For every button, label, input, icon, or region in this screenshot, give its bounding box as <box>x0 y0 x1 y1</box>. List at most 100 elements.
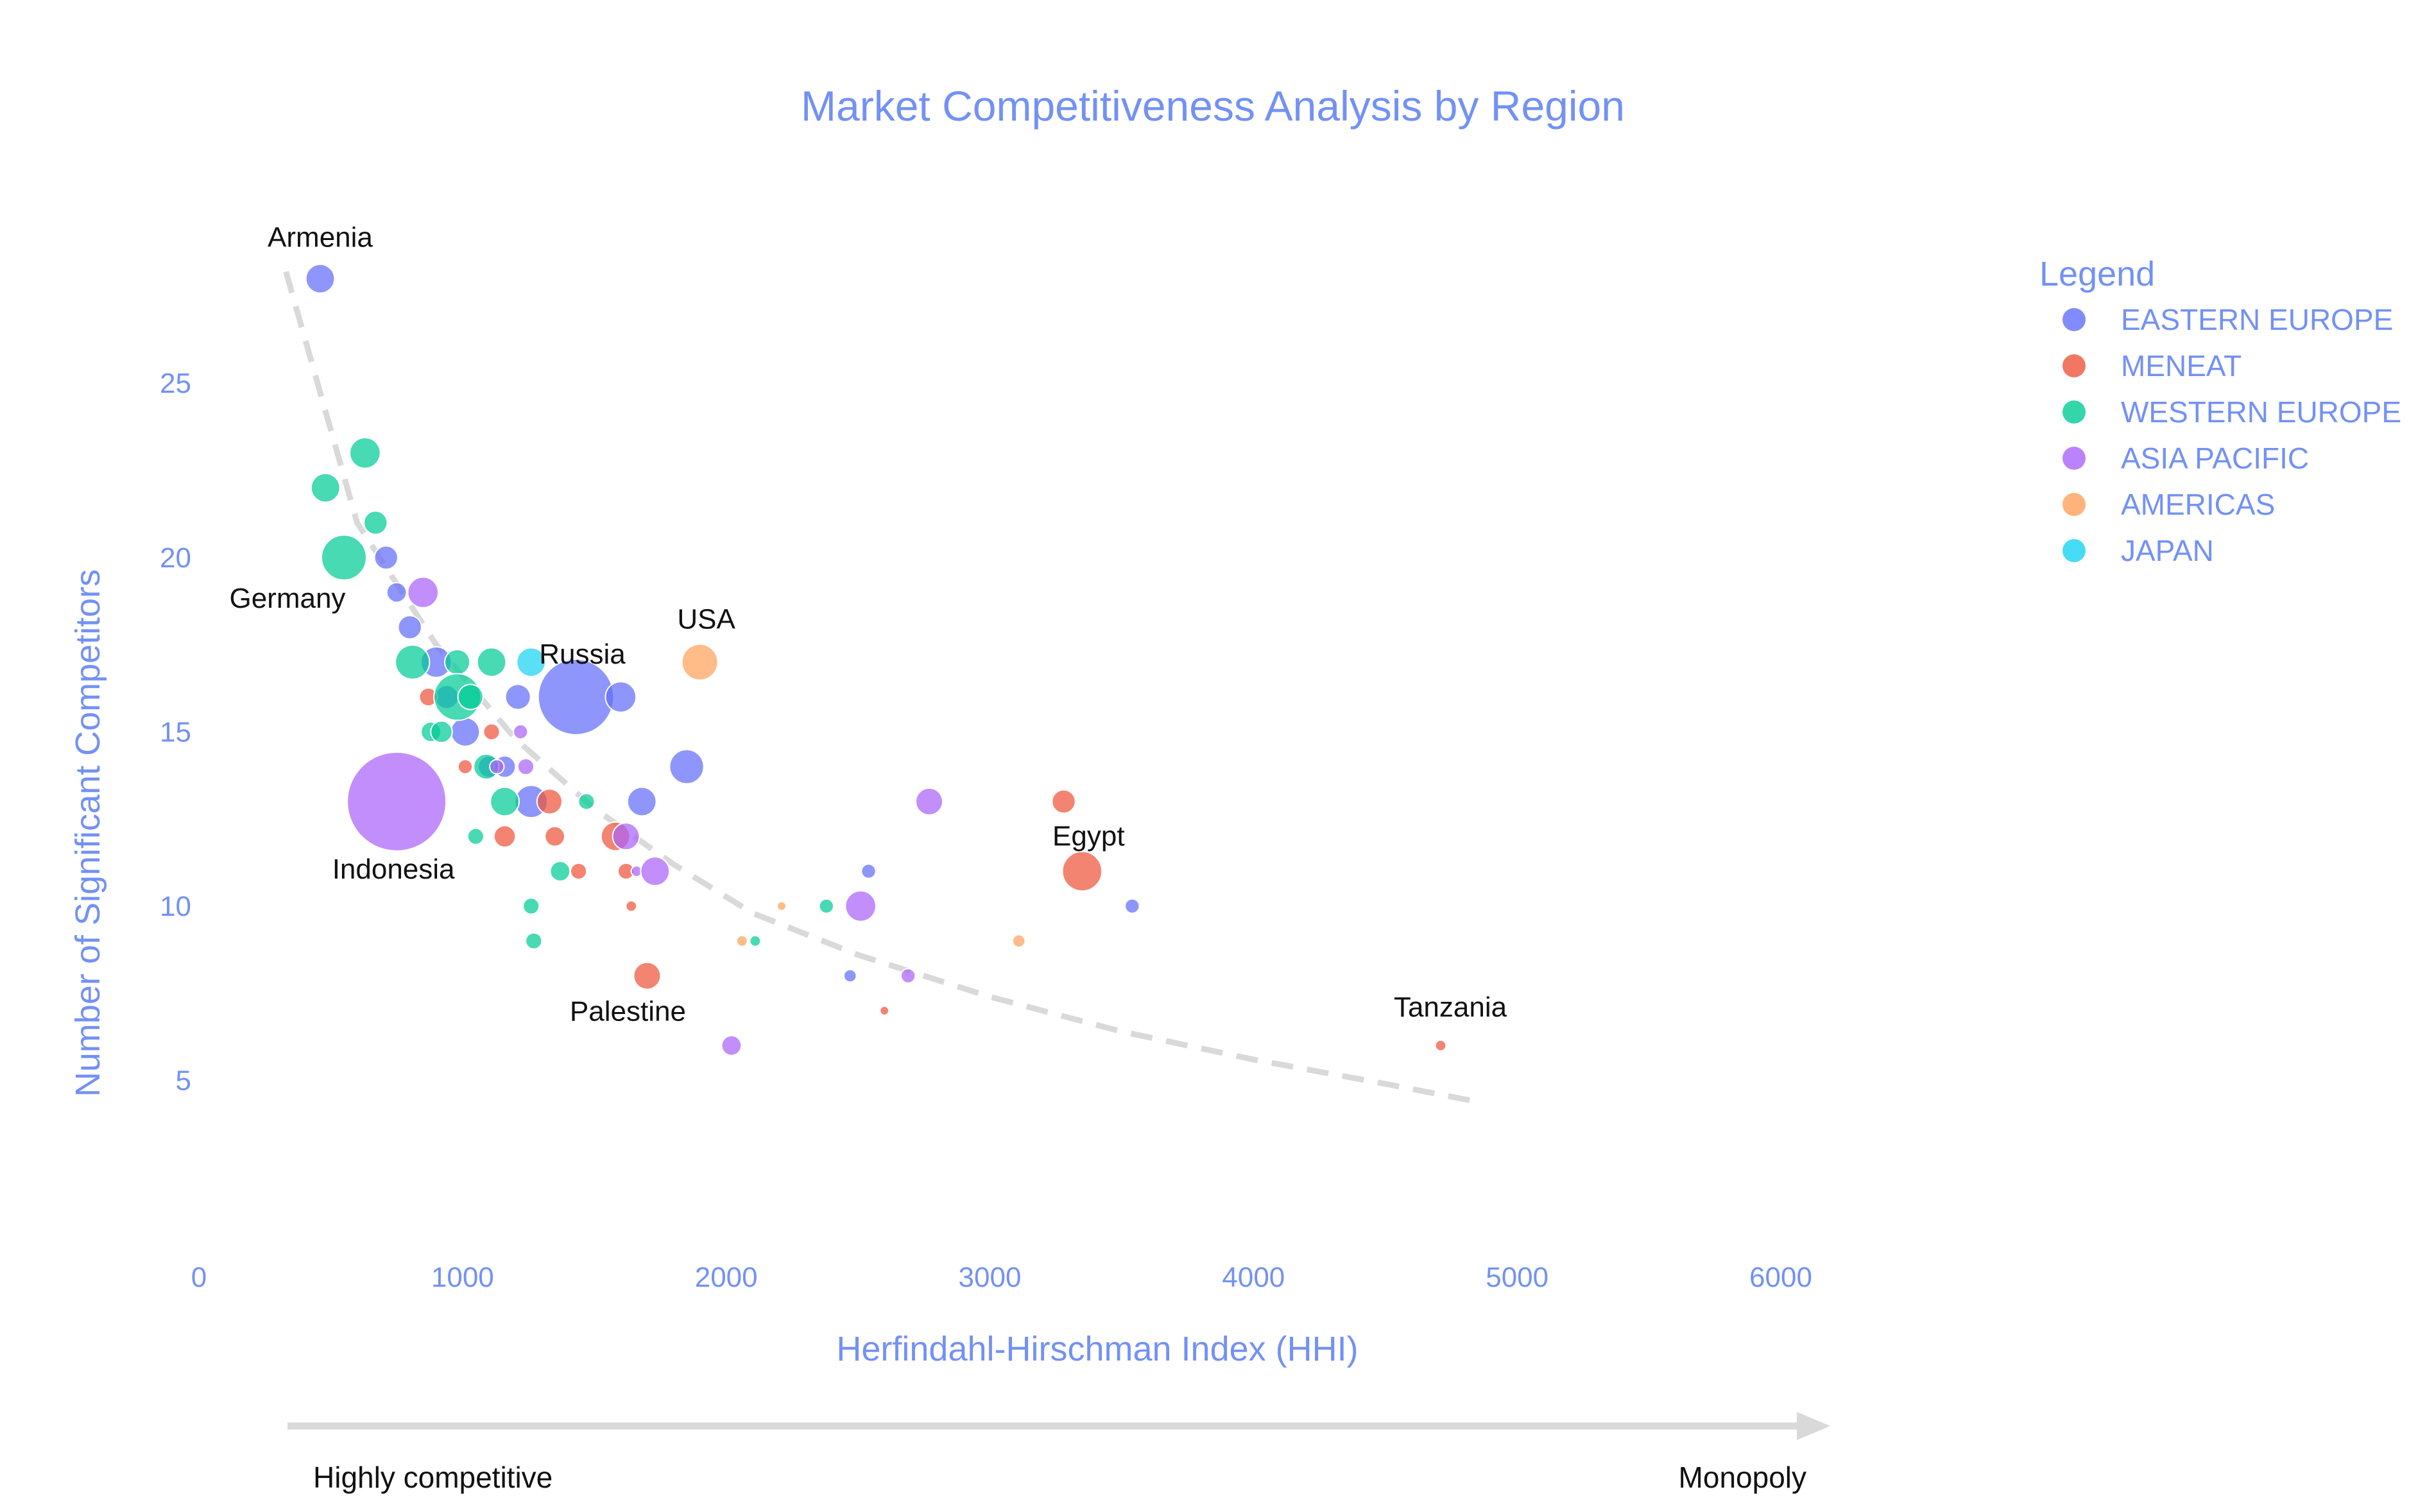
legend-marker <box>2062 539 2086 562</box>
data-point-meneat[interactable] <box>570 862 588 881</box>
legend-marker <box>2062 400 2086 424</box>
y-tick-label: 25 <box>160 368 191 399</box>
x-tick-label: 5000 <box>1486 1262 1548 1293</box>
annotation-russia: Russia <box>539 639 626 670</box>
data-point-western-europe[interactable] <box>749 934 762 947</box>
legend-item-asia-pacific[interactable]: ASIA PACIFIC <box>2062 442 2309 475</box>
y-axis-ticks: 5 10 15 20 25 <box>160 368 191 1096</box>
legend-label: EASTERN EUROPE <box>2121 303 2393 336</box>
data-point-asia-pacific[interactable] <box>517 758 535 776</box>
data-point-meneat[interactable] <box>879 1005 890 1016</box>
data-point-eastern-europe[interactable] <box>626 786 657 817</box>
data-point-western-europe[interactable] <box>310 472 341 503</box>
legend-item-americas[interactable]: AMERICAS <box>2062 488 2275 521</box>
data-point-meneat[interactable] <box>1061 850 1103 892</box>
data-point-asia-pacific[interactable] <box>513 724 529 740</box>
data-point-asia-pacific[interactable] <box>489 759 505 775</box>
x-axis-label: Herfindahl-Hirschman Index (HHI) <box>836 1330 1358 1368</box>
points-layer <box>305 263 1447 1056</box>
legend-item-japan[interactable]: JAPAN <box>2062 534 2214 567</box>
chart-title: Market Competitiveness Analysis by Regio… <box>801 82 1625 130</box>
data-point-meneat[interactable] <box>625 900 638 913</box>
data-point-western-europe[interactable] <box>320 534 367 581</box>
data-point-eastern-europe[interactable] <box>504 683 531 710</box>
data-point-eastern-europe[interactable] <box>305 263 336 294</box>
data-point-western-europe[interactable] <box>430 720 453 744</box>
data-point-asia-pacific[interactable] <box>612 822 640 851</box>
y-tick-label: 10 <box>160 891 191 922</box>
data-point-meneat[interactable] <box>483 723 501 741</box>
data-point-eastern-europe[interactable] <box>1124 898 1140 915</box>
data-point-meneat[interactable] <box>633 961 662 990</box>
data-point-americas[interactable] <box>776 900 787 911</box>
data-point-eastern-europe[interactable] <box>861 863 877 879</box>
legend-item-meneat[interactable]: MENEAT <box>2062 349 2242 382</box>
data-point-asia-pacific[interactable] <box>640 856 671 886</box>
data-point-western-europe[interactable] <box>525 932 543 950</box>
x-axis-ticks: 0 1000 2000 3000 4000 5000 6000 <box>191 1262 1812 1293</box>
data-point-meneat[interactable] <box>1051 789 1076 814</box>
x-tick-label: 1000 <box>431 1262 494 1293</box>
annotation-germany: Germany <box>229 583 345 614</box>
data-point-eastern-europe[interactable] <box>450 716 481 747</box>
data-point-western-europe[interactable] <box>363 510 388 535</box>
annotation-usa: USA <box>677 604 735 635</box>
data-point-western-europe[interactable] <box>467 827 484 845</box>
data-point-americas[interactable] <box>681 643 719 681</box>
data-point-western-europe[interactable] <box>522 897 540 915</box>
data-point-eastern-europe[interactable] <box>669 749 705 785</box>
legend-item-eastern-europe[interactable]: EASTERN EUROPE <box>2062 303 2393 336</box>
data-point-western-europe[interactable] <box>818 898 834 915</box>
data-point-asia-pacific[interactable] <box>721 1035 742 1056</box>
annotation-indonesia: Indonesia <box>332 854 455 885</box>
data-point-western-europe[interactable] <box>349 437 381 469</box>
scale-arrow-head <box>1797 1412 1830 1440</box>
annotation-tanzania: Tanzania <box>1394 992 1507 1023</box>
data-point-meneat[interactable] <box>457 759 474 775</box>
data-point-western-europe[interactable] <box>549 861 571 882</box>
data-point-japan[interactable] <box>516 647 547 678</box>
data-point-western-europe[interactable] <box>457 683 484 710</box>
data-point-western-europe[interactable] <box>444 649 471 676</box>
legend-item-western-europe[interactable]: WESTERN EUROPE <box>2062 395 2401 429</box>
data-point-americas[interactable] <box>735 934 748 947</box>
legend: Legend EASTERN EUROPE MENEAT WESTERN EUROP… <box>2039 255 2401 567</box>
y-axis-label: Number of Significant Competitors <box>69 569 107 1097</box>
data-point-eastern-europe[interactable] <box>386 581 407 603</box>
legend-label: JAPAN <box>2121 534 2214 567</box>
legend-label: WESTERN EUROPE <box>2121 395 2401 429</box>
data-point-americas[interactable] <box>1011 934 1026 949</box>
y-tick-label: 20 <box>160 542 191 574</box>
scale-label-right: Monopoly <box>1679 1461 1806 1494</box>
y-tick-label: 5 <box>176 1065 191 1096</box>
data-point-asia-pacific[interactable] <box>845 890 877 922</box>
data-point-asia-pacific[interactable] <box>900 968 916 984</box>
data-point-meneat[interactable] <box>493 825 517 848</box>
legend-label: MENEAT <box>2121 349 2242 382</box>
data-point-eastern-europe[interactable] <box>373 545 399 570</box>
scale-label-left: Highly competitive <box>313 1461 553 1494</box>
data-point-meneat[interactable] <box>544 825 566 847</box>
legend-marker <box>2062 493 2086 516</box>
data-point-eastern-europe[interactable] <box>397 615 422 640</box>
legend-marker <box>2062 308 2086 331</box>
x-tick-label: 4000 <box>1222 1262 1285 1293</box>
data-point-eastern-europe[interactable] <box>537 658 615 735</box>
data-point-asia-pacific[interactable] <box>407 576 440 608</box>
data-point-eastern-europe[interactable] <box>604 681 637 713</box>
annotation-armenia: Armenia <box>268 221 373 253</box>
data-point-meneat[interactable] <box>536 788 563 815</box>
data-point-asia-pacific[interactable] <box>915 787 944 816</box>
data-point-western-europe[interactable] <box>476 647 507 678</box>
legend-label: AMERICAS <box>2121 488 2275 521</box>
y-tick-label: 15 <box>160 716 191 748</box>
data-point-western-europe[interactable] <box>490 786 520 817</box>
data-point-western-europe[interactable] <box>395 644 431 680</box>
data-point-asia-pacific[interactable] <box>347 751 447 852</box>
data-point-eastern-europe[interactable] <box>843 968 857 983</box>
data-point-meneat[interactable] <box>1434 1039 1447 1052</box>
legend-title: Legend <box>2039 255 2155 293</box>
data-point-western-europe[interactable] <box>578 793 596 811</box>
trend-layer <box>283 271 1476 1104</box>
